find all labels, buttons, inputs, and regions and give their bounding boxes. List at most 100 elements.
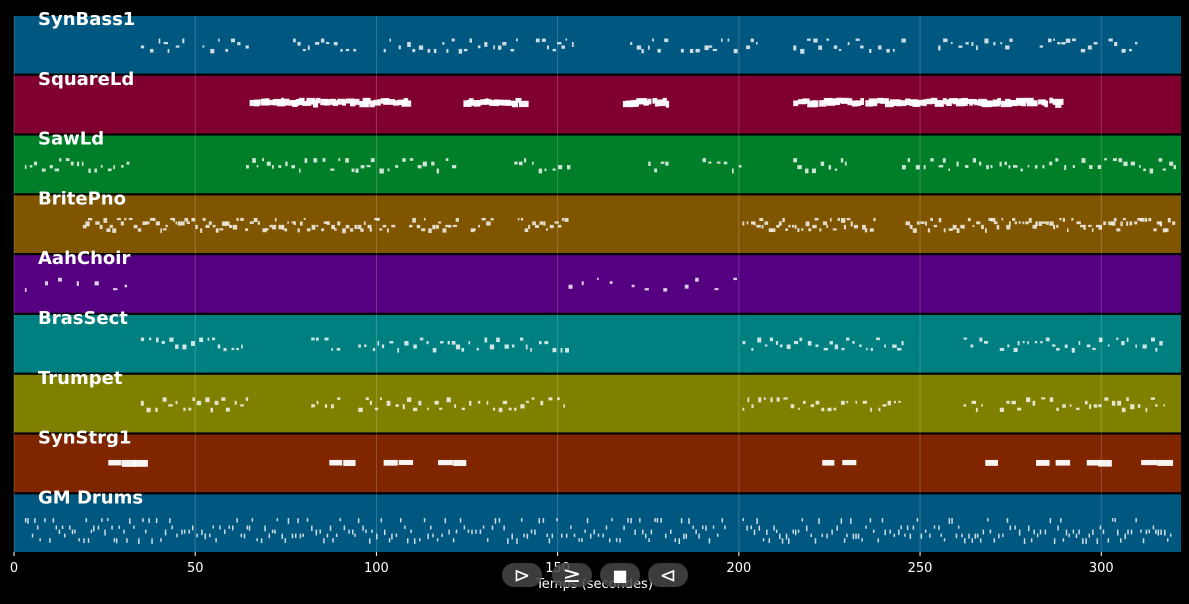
note-mark [870,407,872,412]
note-mark [324,337,329,341]
note-mark [267,99,276,106]
note-mark [212,525,214,529]
note-mark [1111,400,1116,406]
note-mark [847,42,850,46]
note-mark [1056,347,1060,351]
note-mark [1098,337,1103,343]
note-mark [557,224,562,228]
note-mark [844,161,847,166]
stop-button[interactable]: ■ [600,563,640,587]
note-mark [297,228,300,233]
note-mark [897,347,902,351]
note-mark [230,38,236,43]
note-mark [797,99,806,105]
note-mark [120,221,124,226]
note-mark [103,217,108,223]
note-mark [757,337,762,343]
note-mark [49,538,51,543]
note-mark [1134,42,1138,45]
note-mark [395,165,399,168]
note-mark [993,538,996,543]
back-button[interactable]: ⊲ [648,563,688,587]
note-mark [802,98,810,104]
note-mark [589,533,592,539]
note-mark [969,100,974,106]
note-mark [1027,165,1030,168]
note-mark [652,38,655,42]
note-mark [438,459,453,466]
note-mark [1150,337,1155,342]
note-mark [605,525,608,530]
note-mark [1027,341,1029,345]
note-mark [1160,529,1162,535]
note-mark [61,525,64,529]
tick-label: 50 [187,561,204,576]
note-mark [1114,42,1118,47]
note-mark [656,518,659,523]
note-mark [171,525,173,530]
note-mark [978,161,982,166]
note-mark [1023,538,1026,544]
note-mark [111,525,113,530]
note-mark [182,344,187,350]
note-mark [538,168,543,174]
forward-button[interactable]: ≥ [552,563,592,588]
note-mark [202,217,206,221]
note-mark [461,407,465,411]
note-mark [850,221,853,227]
note-mark [339,518,342,522]
note-mark [1121,407,1126,413]
note-mark [33,161,38,166]
note-mark [142,221,147,226]
note-mark [321,228,325,232]
note-mark [461,347,465,352]
note-mark [452,224,458,227]
note-mark [452,165,457,169]
note-mark [169,518,171,524]
track-label: BritePno [38,188,126,209]
note-mark [64,533,66,538]
note-mark [218,38,220,42]
note-mark [331,224,335,230]
note-mark [1155,347,1158,352]
note-mark [342,228,346,234]
note-mark [926,98,933,105]
note-mark [183,529,186,534]
note-mark [422,161,427,167]
note-mark [431,161,435,166]
note-mark [199,337,204,343]
note-mark [1121,341,1125,346]
note-mark [1026,397,1031,403]
note-mark [708,538,711,544]
note-mark [881,518,884,523]
note-mark [291,533,294,539]
note-mark [1088,404,1092,409]
note-mark [1127,529,1129,535]
note-mark [518,161,523,166]
note-mark [1167,217,1171,223]
note-mark [355,168,359,173]
note-mark [100,165,103,168]
note-mark [265,98,270,105]
note-mark [764,221,769,225]
note-mark [251,518,254,522]
note-mark [432,347,437,353]
note-mark [350,228,354,232]
note-mark [365,100,369,107]
note-mark [409,224,413,228]
note-mark [565,38,568,41]
note-mark [129,518,131,525]
note-mark [961,533,963,538]
note-mark [463,48,468,52]
play-button[interactable]: ⊳ [502,563,542,587]
note-mark [1120,221,1123,227]
note-mark [345,224,350,229]
note-mark [912,228,917,233]
note-mark [1072,165,1075,169]
note-mark [786,344,791,350]
note-mark [178,221,182,226]
note-mark [496,337,500,343]
note-mark [1017,341,1020,346]
note-mark [889,529,891,534]
note-mark [121,459,136,467]
